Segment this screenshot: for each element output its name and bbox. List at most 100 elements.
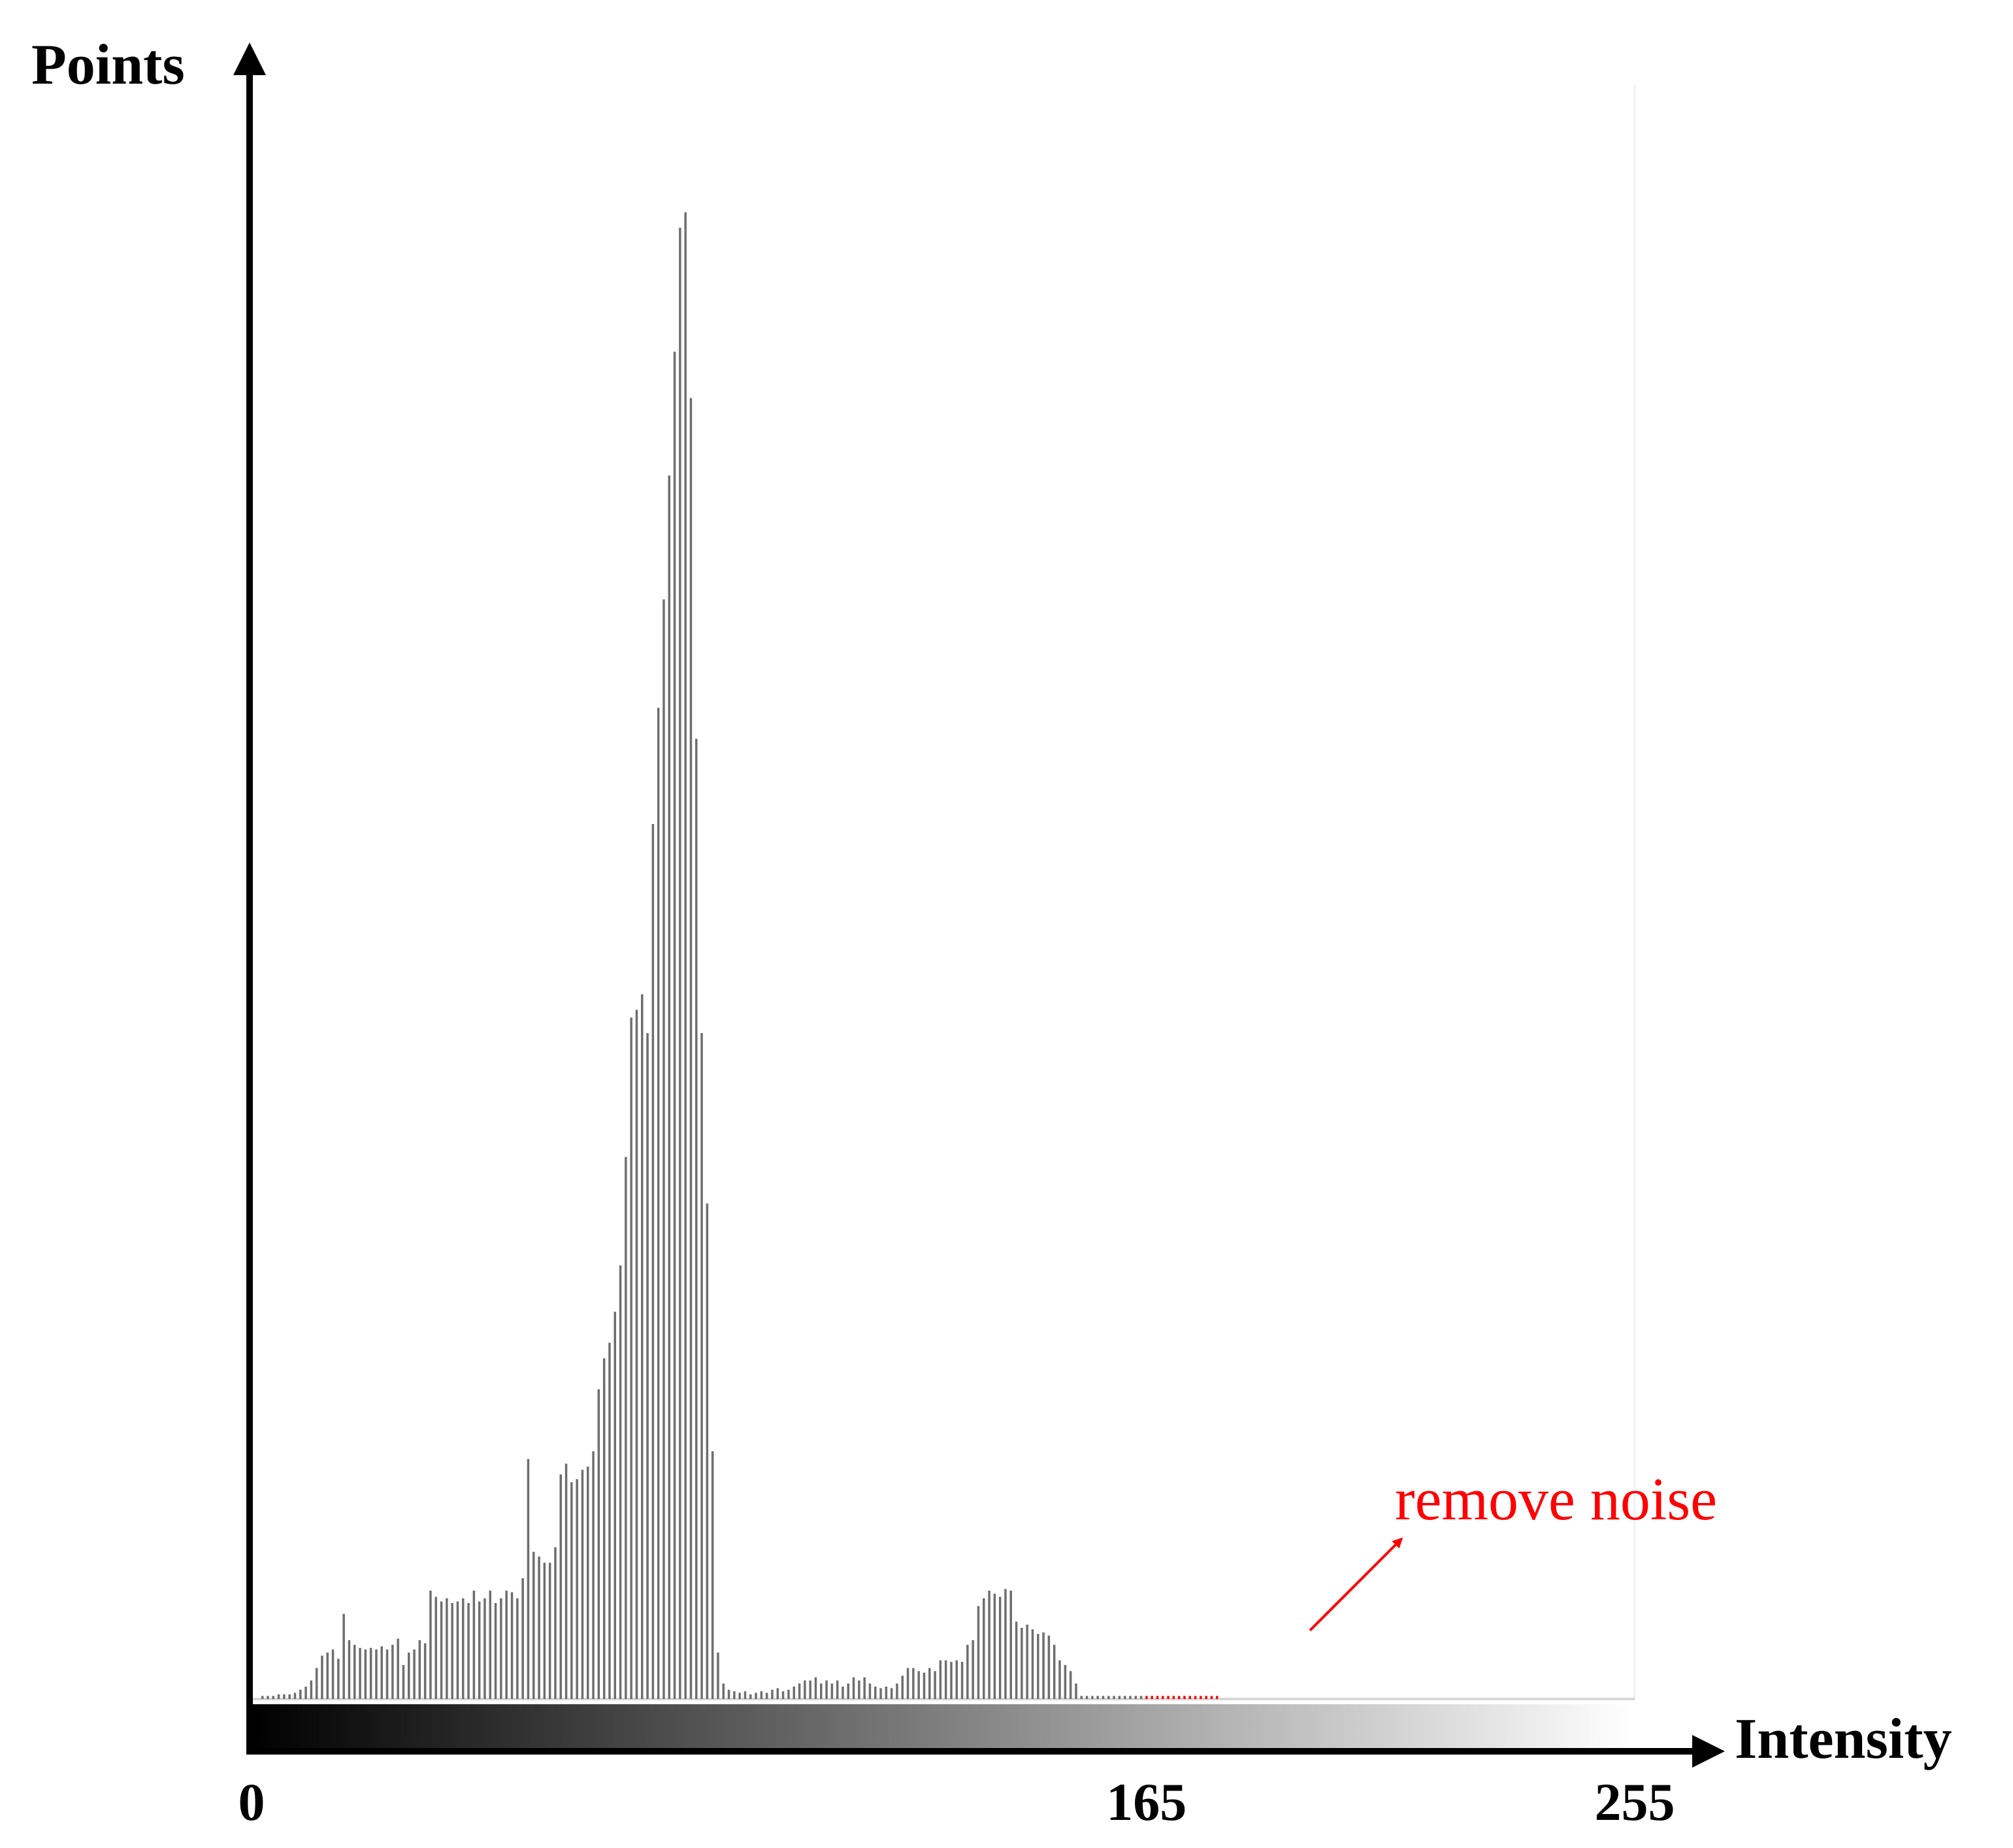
x-tick-labels: 0 165 255 <box>238 1772 1675 1832</box>
histogram-bar <box>852 1677 855 1699</box>
histogram-bar <box>917 1671 920 1699</box>
histogram-bar <box>527 1459 530 1699</box>
histogram-bar <box>972 1640 974 1699</box>
remove-noise-label: remove noise <box>1395 1466 1717 1532</box>
histogram-bar <box>1009 1591 1012 1699</box>
histogram-bar <box>885 1687 888 1699</box>
histogram-bar <box>261 1696 264 1699</box>
x-tick-label: 0 <box>238 1772 265 1832</box>
histogram-bar <box>408 1652 410 1699</box>
histogram-bar <box>385 1649 389 1699</box>
histogram-bar <box>744 1691 747 1699</box>
histogram-bar <box>1091 1696 1094 1699</box>
remove-noise-arrow <box>1309 1537 1403 1632</box>
histogram-bar <box>348 1640 351 1699</box>
histogram-bar <box>369 1647 372 1699</box>
histogram-bar <box>863 1677 866 1699</box>
histogram-bar <box>538 1557 540 1699</box>
histogram-bar <box>440 1601 443 1699</box>
histogram-bar <box>364 1649 367 1699</box>
histogram-bar <box>310 1680 313 1699</box>
histogram-bar <box>543 1562 546 1699</box>
histogram-bar <box>1080 1696 1083 1699</box>
histogram-bar <box>267 1696 269 1699</box>
histogram-bar <box>749 1694 752 1699</box>
histogram-bar <box>1021 1628 1023 1699</box>
histogram-bar <box>516 1598 519 1699</box>
histogram-bar <box>809 1680 811 1699</box>
histogram-bar <box>890 1688 893 1699</box>
histogram-bar <box>868 1683 872 1699</box>
histogram-bar <box>771 1689 774 1699</box>
histogram-bar <box>505 1591 508 1699</box>
histogram-bar <box>858 1680 860 1699</box>
histogram-bar <box>467 1603 470 1699</box>
histogram-bar <box>472 1591 476 1699</box>
histogram-bar <box>272 1696 274 1699</box>
histogram-bar <box>1058 1660 1061 1700</box>
x-tick-label: 165 <box>1106 1772 1187 1832</box>
noise-bar <box>1177 1696 1181 1699</box>
histogram-bar <box>1085 1696 1088 1699</box>
histogram-bar <box>906 1668 909 1699</box>
histogram-bar <box>1069 1671 1072 1699</box>
histogram-bar <box>874 1687 877 1699</box>
histogram-bar <box>532 1551 535 1699</box>
histogram-bar <box>1042 1632 1045 1699</box>
histogram-bar <box>901 1675 904 1699</box>
histogram-bar <box>830 1683 834 1699</box>
histogram-bar <box>842 1687 844 1699</box>
noise-bar <box>1194 1696 1197 1699</box>
histogram-bar <box>820 1683 823 1699</box>
histogram-bar <box>787 1689 790 1699</box>
histogram-bar <box>1123 1696 1126 1699</box>
histogram-bar <box>462 1598 465 1699</box>
histogram-bar <box>614 1312 616 1699</box>
histogram-bar <box>359 1647 361 1699</box>
histogram-bar <box>337 1658 340 1699</box>
histogram-bar <box>755 1692 757 1699</box>
histogram-bar <box>483 1598 486 1699</box>
histogram-bar <box>765 1692 768 1699</box>
histogram-bar <box>760 1691 763 1699</box>
intensity-gradient-bar <box>252 1704 1635 1751</box>
histogram-bar <box>625 1157 627 1699</box>
histogram-bar <box>331 1649 335 1699</box>
histogram-bar <box>679 227 681 1699</box>
histogram-bar <box>960 1662 964 1699</box>
histogram-bar <box>521 1578 524 1699</box>
histogram-bar <box>711 1451 714 1699</box>
histogram-bar <box>581 1470 584 1699</box>
histogram-bar <box>668 475 670 1700</box>
histogram-bar <box>651 824 655 1699</box>
histogram-bar <box>1031 1629 1034 1699</box>
histogram-bar <box>1113 1696 1115 1699</box>
histogram-bar <box>689 398 693 1700</box>
histogram-bar <box>733 1691 736 1699</box>
histogram-bar <box>1102 1696 1105 1699</box>
noise-bar <box>1162 1696 1164 1699</box>
histogram-bar <box>304 1687 307 1699</box>
histogram-bar <box>983 1598 985 1699</box>
noise-bar <box>1172 1696 1175 1699</box>
noise-bar <box>1167 1696 1170 1699</box>
noise-bar <box>1183 1696 1186 1699</box>
histogram-bar <box>825 1680 828 1699</box>
histogram-bar <box>494 1603 497 1699</box>
histogram-bar <box>646 1032 649 1699</box>
histogram-bar <box>283 1694 286 1699</box>
histogram-bar <box>456 1601 459 1699</box>
noise-bar <box>1145 1696 1148 1699</box>
noise-bar <box>1205 1696 1207 1699</box>
histogram-bar <box>597 1389 600 1699</box>
histogram-bar <box>695 738 698 1699</box>
histogram-bar <box>663 599 665 1699</box>
histogram-bar <box>998 1596 1002 1699</box>
histogram-bar <box>934 1671 936 1699</box>
histogram-bar <box>944 1660 947 1700</box>
noise-bar <box>1151 1696 1153 1699</box>
histogram-bar <box>1107 1696 1110 1699</box>
histogram-bar <box>727 1689 730 1699</box>
histogram-bar <box>955 1660 958 1700</box>
